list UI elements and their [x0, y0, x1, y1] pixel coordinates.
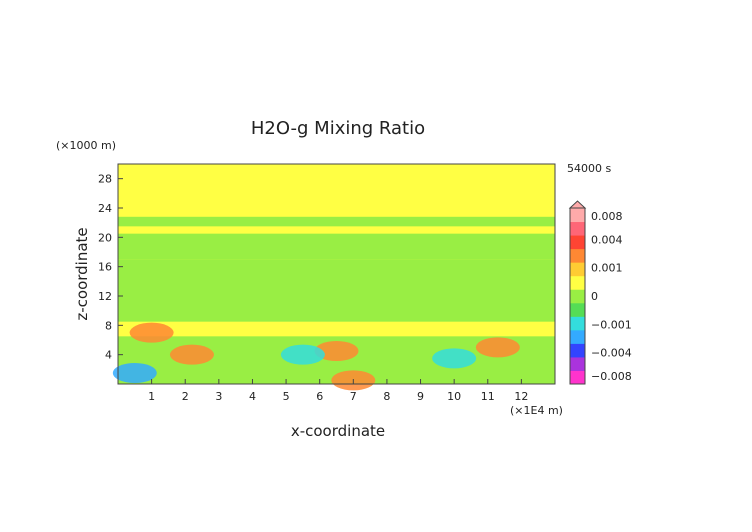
colorbar-tick-label: 0.001 [591, 262, 623, 275]
plot-frame [117, 163, 556, 385]
colorbar-segment [570, 289, 585, 304]
y-axis-label: z-coordinate [73, 227, 91, 320]
colorbar-tick-label: 0 [591, 290, 598, 303]
colorbar-segment [570, 208, 585, 223]
field-anomaly [112, 363, 157, 383]
colorbar [568, 200, 587, 385]
y-tick-label: 16 [98, 261, 112, 274]
y-axis: 4 8 12 16 20 24 28 [98, 173, 123, 362]
field-band [118, 259, 555, 322]
colorbar-segment [570, 248, 585, 263]
colorbar-tick-label: −0.008 [591, 370, 632, 383]
colorbar-segment [570, 275, 585, 290]
y-tick-label: 20 [98, 231, 112, 244]
time-label: 54000 s [567, 162, 611, 175]
x-tick-label: 1 [148, 390, 155, 403]
colorbar-segment [570, 356, 585, 371]
y-tick-label: 12 [98, 290, 112, 303]
colorbar-segment [570, 262, 585, 277]
x-tick-label: 4 [249, 390, 256, 403]
x-tick-label: 7 [350, 390, 357, 403]
field-anomaly [129, 322, 174, 343]
x-tick-label: 12 [514, 390, 528, 403]
field-anomaly [169, 344, 214, 365]
colorbar-segment [570, 221, 585, 236]
plot-area [112, 164, 555, 391]
colorbar-segment [570, 370, 585, 385]
x-tick-label: 9 [417, 390, 424, 403]
colorbar-segment [570, 316, 585, 331]
field-anomaly [314, 341, 359, 361]
x-tick-label: 3 [215, 390, 222, 403]
x-tick-label: 10 [447, 390, 461, 403]
colorbar-segment [570, 235, 585, 250]
x-tick-label: 6 [316, 390, 323, 403]
x-tick-label: 8 [383, 390, 390, 403]
colorbar-segment [570, 329, 585, 344]
field-anomaly [432, 348, 477, 369]
field-anomaly [280, 344, 325, 365]
y-unit-label: (×1000 m) [56, 139, 116, 152]
y-tick-label: 24 [98, 202, 112, 215]
x-axis-label: x-coordinate [291, 422, 385, 440]
x-axis: 1 2 3 4 5 6 7 8 9 10 11 12 [148, 379, 528, 403]
colorbar-labels: 0.008 0.004 0.001 0 −0.001 −0.004 −0.008 [591, 210, 632, 383]
x-tick-label: 2 [182, 390, 189, 403]
colorbar-tick-label: −0.004 [591, 347, 632, 360]
colorbar-tick-label: 0.004 [591, 233, 623, 246]
colorbar-segment [570, 343, 585, 358]
colorbar-segment [570, 302, 585, 317]
x-tick-label: 5 [283, 390, 290, 403]
x-tick-label: 11 [481, 390, 495, 403]
colorbar-tick-label: −0.001 [591, 318, 632, 331]
chart-title: H2O-g Mixing Ratio [251, 118, 425, 139]
colorbar-tick-label: 0.008 [591, 210, 623, 223]
x-unit-label: (×1E4 m) [510, 404, 563, 417]
y-tick-label: 4 [105, 349, 112, 362]
field-anomaly [475, 337, 520, 358]
field-band [118, 233, 555, 260]
colorbar-frame [569, 207, 586, 385]
field-band [118, 216, 555, 227]
colorbar-extend-arrow [568, 200, 587, 209]
y-tick-label: 8 [105, 319, 112, 332]
y-tick-label: 28 [98, 173, 112, 186]
